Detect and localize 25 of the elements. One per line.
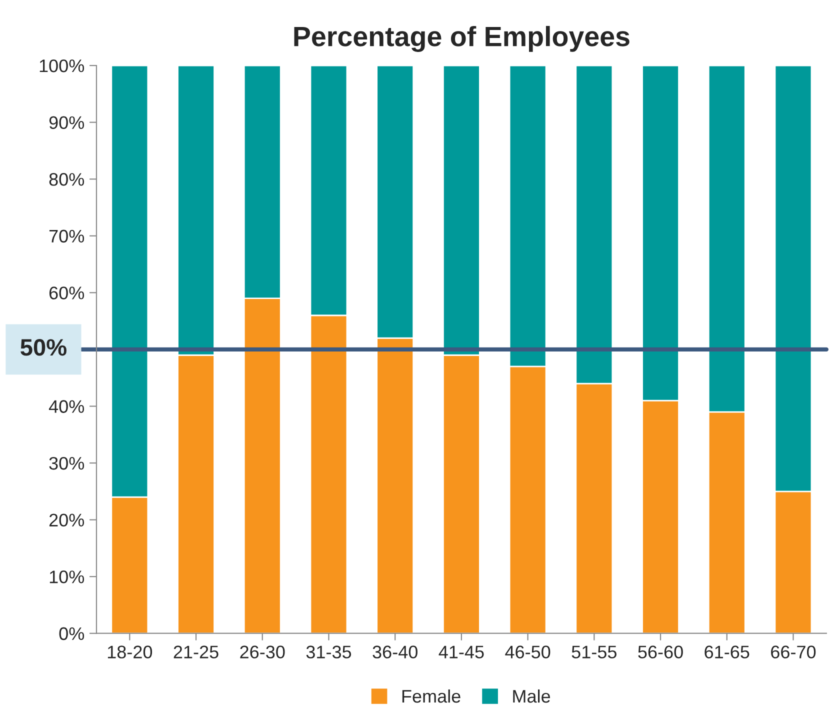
x-tick-label: 56-60 <box>638 646 683 658</box>
y-tick-label: 30% <box>49 456 84 470</box>
y-tick-label: 0% <box>59 627 84 640</box>
chart-title: Percentage of Employees <box>294 26 630 52</box>
y-tick-label: 20% <box>49 514 84 527</box>
x-tick-label: 46-50 <box>505 646 550 658</box>
legend-label: Male <box>513 689 550 703</box>
y-tick-label: 10% <box>50 570 84 584</box>
x-tick-label: 51-55 <box>572 646 616 658</box>
y-tick-label: 80% <box>49 173 84 186</box>
x-tick-label: 41-45 <box>438 646 484 658</box>
x-tick-label: 61-65 <box>704 646 750 658</box>
x-tick-label: 66-70 <box>771 646 816 658</box>
x-tick-label: 21-25 <box>174 646 218 658</box>
legend-label: Female <box>402 689 460 703</box>
x-tick-label: 18-20 <box>108 646 152 658</box>
y-tick-label: 100% <box>40 59 84 72</box>
y-tick-label: 40% <box>48 400 84 413</box>
y-tick-label: 70% <box>49 230 84 243</box>
x-tick-label: 36-40 <box>372 646 418 658</box>
x-tick-label: 26-30 <box>240 646 285 658</box>
y-tick-label: 60% <box>49 286 84 300</box>
y-tick-label: 90% <box>49 116 84 130</box>
x-tick-label: 31-35 <box>306 646 352 658</box>
ref-line-label: 50% <box>20 339 66 356</box>
